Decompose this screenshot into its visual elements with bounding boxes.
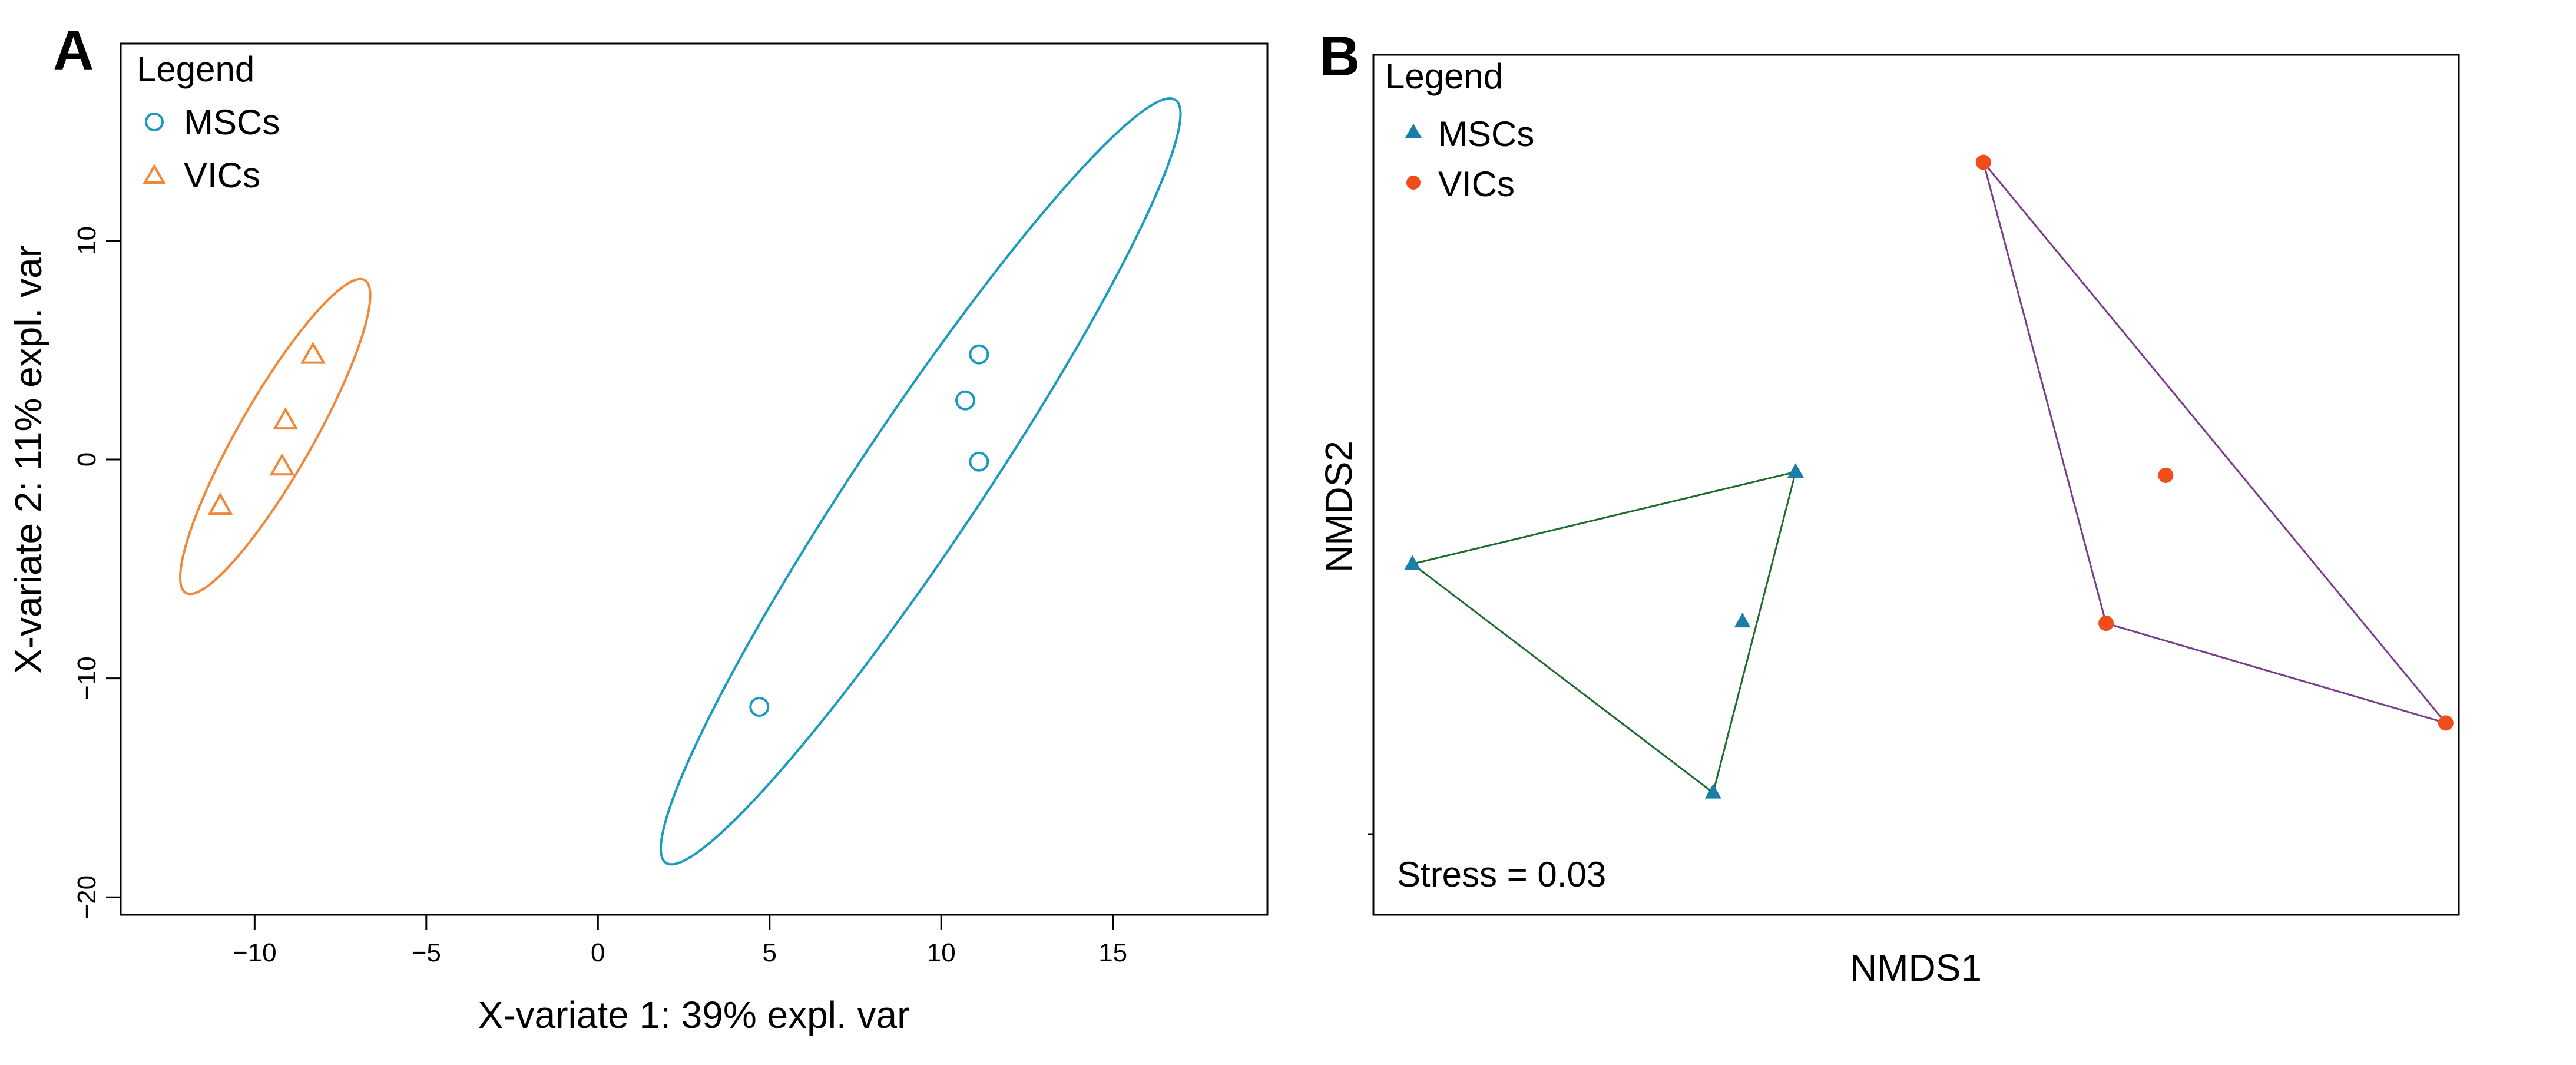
- x-tick-label: 15: [1098, 938, 1127, 967]
- panel-b-hulls: [1410, 161, 2449, 795]
- data-point-mscs: [749, 696, 770, 717]
- panel-a-ticks: −10 −5 0 5 10 15 −20 −10 0 10: [72, 226, 1127, 967]
- y-tick-label: 10: [72, 226, 101, 255]
- panel-a: A −10 −5 0 5 10 15 −20 −10 0 10 X-variate 1: 39% …: [7, 19, 1269, 1036]
- panel-b-x-axis-title: NMDS1: [1850, 947, 1982, 989]
- data-point-mscs: [1734, 613, 1751, 628]
- y-tick-label: 0: [72, 452, 101, 467]
- data-point-vics: [1975, 154, 1991, 170]
- confidence-ellipse-mscs: [659, 97, 1182, 866]
- panel-a-y-axis-title: X-variate 2: 11% expl. var: [7, 245, 49, 674]
- panel-a-legend-vic: VICs: [184, 156, 260, 195]
- data-point-mscs: [969, 344, 989, 365]
- data-point-vics: [2098, 616, 2114, 631]
- convex-hull-mscs: [1410, 471, 1797, 795]
- panel-b-stress-annotation: Stress = 0.03: [1397, 855, 1606, 894]
- data-point-vics: [207, 492, 233, 515]
- panel-b-legend-msc: MSCs: [1438, 114, 1534, 154]
- confidence-ellipse-vics: [178, 277, 372, 596]
- convex-hull-vics: [1982, 161, 2449, 725]
- panel-b-plot-frame: [1372, 54, 2460, 916]
- panel-a-points: [207, 341, 989, 717]
- panel-a-legend: Legend MSCs VICs: [137, 49, 280, 195]
- y-tick-label: −20: [72, 875, 101, 920]
- panel-b-label: B: [1319, 25, 1360, 88]
- panel-b-legend-vic: VICs: [1438, 164, 1515, 204]
- panel-a-x-axis-title: X-variate 1: 39% expl. var: [478, 994, 910, 1036]
- data-point-mscs: [969, 451, 989, 472]
- x-tick-label: 0: [591, 938, 605, 967]
- panel-a-legend-msc: MSCs: [184, 102, 280, 142]
- panel-b-legend: Legend MSCs VICs: [1385, 57, 1534, 204]
- data-point-vics: [269, 453, 295, 476]
- panel-a-ellipses: [178, 97, 1182, 866]
- data-point-mscs: [1787, 463, 1804, 478]
- panel-b-y-axis-title: NMDS2: [1317, 441, 1360, 573]
- data-point-vics: [2438, 715, 2454, 731]
- data-point-vics: [273, 407, 299, 430]
- data-point-mscs: [1704, 783, 1721, 799]
- x-tick-label: −10: [233, 938, 277, 967]
- x-tick-label: 5: [763, 938, 777, 967]
- legend-msc-circle-icon: [145, 113, 164, 131]
- panel-b-points: [1404, 154, 2454, 799]
- legend-msc-triangle-icon: [1405, 124, 1422, 138]
- legend-vic-dot-icon: [1406, 176, 1421, 190]
- panel-b: B NMDS1 NMDS2 Stress = 0.03 Legend MSCs …: [1317, 25, 2460, 989]
- legend-vic-triangle-icon: [143, 163, 166, 184]
- data-point-vics: [300, 341, 326, 364]
- y-tick-label: −10: [72, 656, 101, 700]
- panel-a-plot-frame: [120, 42, 1269, 916]
- x-tick-label: −5: [412, 938, 441, 967]
- panel-a-legend-title: Legend: [137, 49, 254, 89]
- data-point-vics: [2158, 467, 2174, 483]
- panel-a-label: A: [53, 19, 94, 82]
- panel-b-legend-title: Legend: [1385, 57, 1503, 96]
- data-point-mscs: [955, 390, 976, 411]
- data-point-mscs: [1404, 555, 1421, 570]
- x-tick-label: 10: [927, 938, 956, 967]
